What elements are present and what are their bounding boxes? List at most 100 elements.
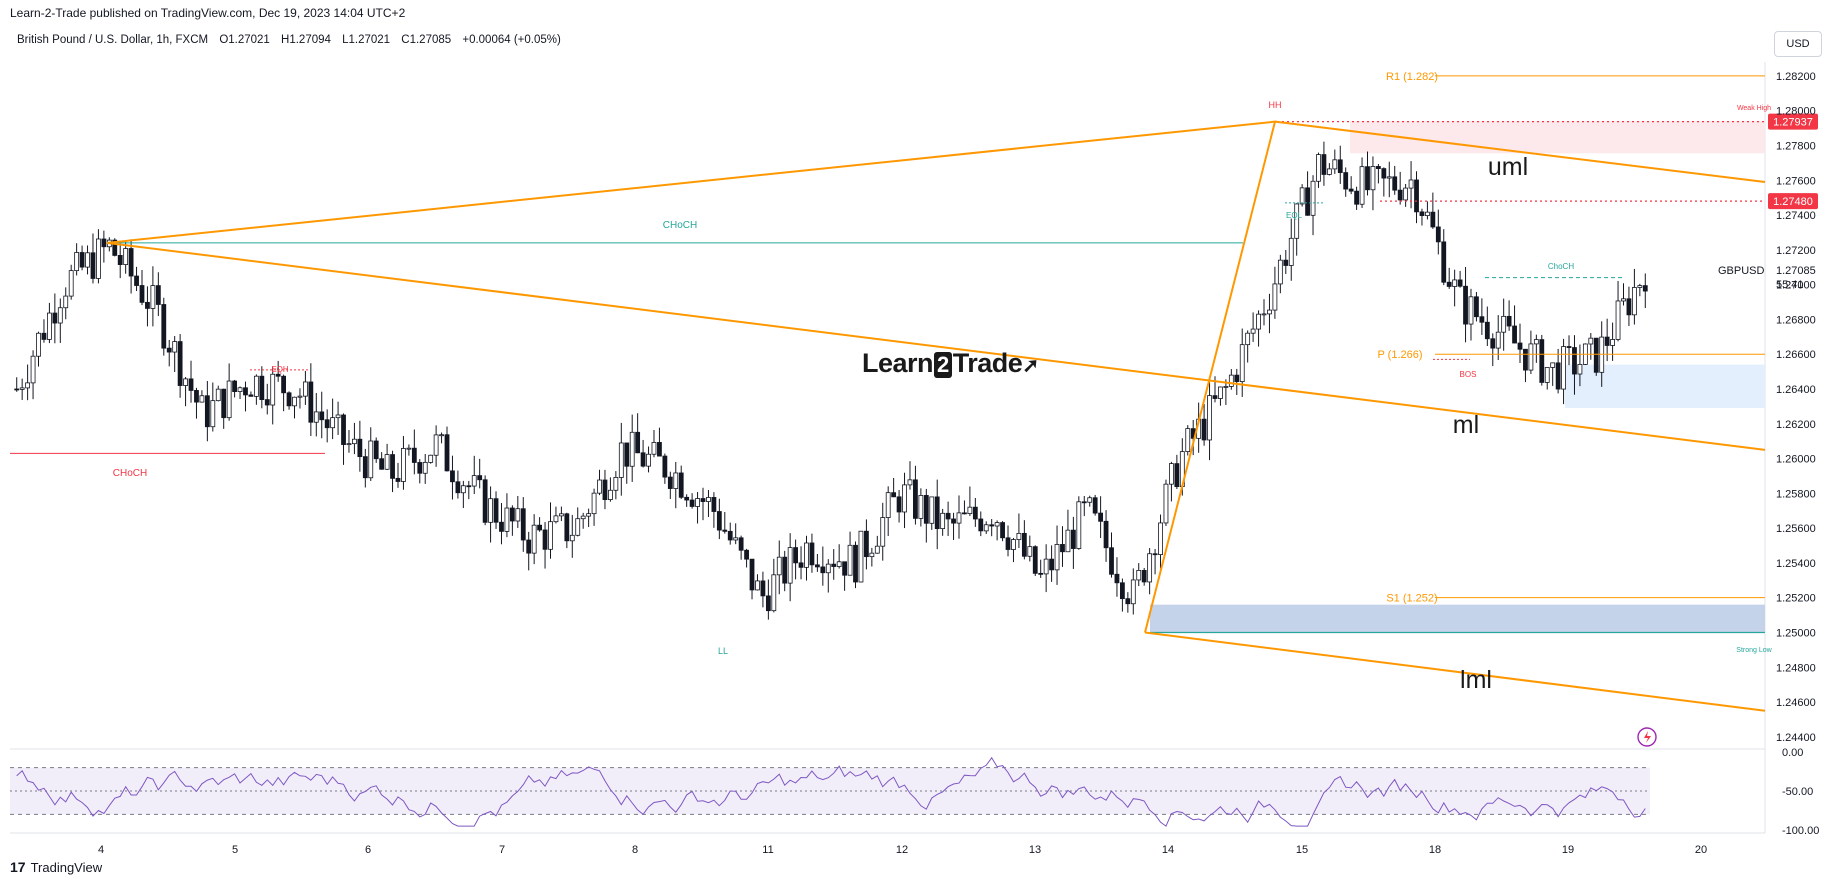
candle-down [520,508,526,541]
candle-down [678,472,684,498]
candle-down [1354,190,1360,205]
drawings-layer [10,75,1766,712]
candle-up [885,492,891,518]
zones-layer [1150,121,1765,633]
candle-down [934,496,940,530]
structure-label: BOS [1460,370,1477,379]
candle-down [1572,347,1577,375]
candle-down [1566,346,1572,348]
candle-down [1593,337,1599,373]
candle-up [956,512,962,524]
candle-up [776,556,782,576]
candle-up [847,544,853,576]
candle-down [52,312,58,324]
candle-down [161,304,167,349]
candle-up [733,537,739,541]
candle-up [313,411,319,423]
candle-up [1561,346,1566,390]
candle-down [145,301,150,309]
candle-up [646,453,651,467]
candle-up [1631,287,1637,316]
labels-layer: R1 (1.282) P (1.266) S1 (1.252) 1.27937 1.27… [113,71,1818,694]
candle-up [215,388,221,402]
candle-down [1098,512,1104,522]
candle-up [1621,298,1626,302]
candle-up [401,448,406,482]
candle-up [613,477,619,491]
candle-down [684,496,690,501]
candle-down [1119,582,1125,600]
structure-label: HH [1269,100,1282,110]
candle-down [509,507,515,522]
candle-down [455,481,461,494]
price-axis[interactable]: 1.28200 1.28000 1.27800 1.27600 1.27400 1.272… [1776,71,1816,744]
candle-down [248,394,254,397]
candle-up [368,440,374,479]
candle-down [134,275,139,286]
candle-up [1250,328,1256,334]
candle-up [1239,344,1245,382]
ohlc-change: +0.00064 (+0.05%) [462,34,561,46]
time-axis[interactable]: 4 5 6 7 8 11 12 13 14 15 18 19 20 [98,844,1707,856]
time-tick-label: 8 [632,844,638,856]
candle-down [1430,211,1436,228]
candle-down [79,252,85,268]
candle-up [1452,279,1458,287]
candle-down [259,375,265,401]
candle-up [504,507,510,532]
candle-down [482,479,488,523]
candle-up [515,508,521,522]
price-tick-label: 1.26600 [1776,349,1816,361]
candle-down [357,438,363,458]
candle-up [346,443,352,446]
candle-down [635,431,641,454]
symbol-info-bar: British Pound / U.S. Dollar, 1h, FXCM O1… [17,34,569,46]
alert-bolt-icon[interactable] [1637,727,1657,747]
candle-down [417,462,423,474]
ohlc-low: L1.27021 [342,34,391,46]
candle-down [281,375,287,394]
candle-up [1550,362,1556,368]
candle-down [716,511,722,531]
candle-up [940,512,946,530]
time-tick-label: 11 [762,844,773,856]
currency-button[interactable]: USD [1774,31,1822,57]
candle-up [210,400,216,428]
candle-down [1060,544,1065,553]
candle-down [177,341,183,386]
candle-down [624,442,630,467]
candle-down [139,285,145,303]
candle-up [1468,296,1474,325]
candle-down [1174,463,1180,488]
time-tick-label: 7 [499,844,505,856]
symbol-name[interactable]: British Pound / U.S. Dollar, 1h, FXCM [17,34,209,46]
candle-up [183,378,188,386]
candle-down [1081,501,1087,504]
ohlc-high: H1.27094 [281,34,331,46]
rsi-line [16,756,1646,827]
level-price-text: 1.27937 [1773,117,1813,129]
pitchfork-handle [106,120,1277,633]
candle-down [727,530,733,541]
candle-down [700,498,706,502]
tradingview-logo[interactable]: 17 TradingView [10,859,102,875]
candle-up [1533,339,1539,345]
price-tick-label: 1.27400 [1776,210,1816,222]
candle-down [564,513,570,542]
price-tick-label: 1.24800 [1776,662,1816,674]
candle-down [1397,189,1403,201]
candle-down [896,496,902,513]
candle-up [771,574,777,612]
candle-down [1305,187,1310,216]
candle-up [352,438,357,445]
tradingview-brand: TradingView [30,859,103,875]
structure-label: CHoCH [113,468,147,479]
candle-up [1544,367,1550,383]
candle-up [869,552,875,558]
candle-down [738,537,744,551]
candle-down [1457,279,1463,287]
candle-down [749,558,755,591]
candle-up [1267,309,1272,315]
publish-info: Learn-2-Trade published on TradingView.c… [10,6,406,20]
